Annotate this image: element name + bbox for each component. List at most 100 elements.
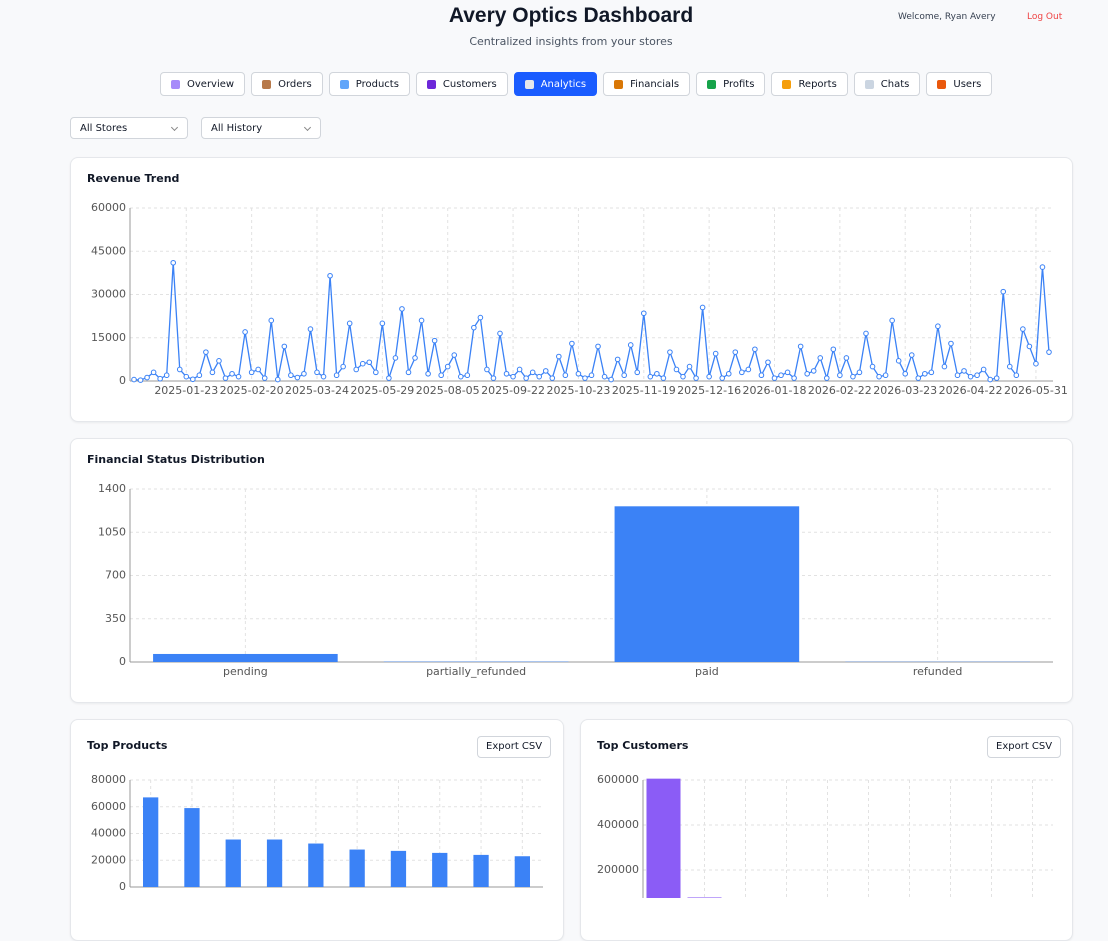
point bbox=[576, 371, 581, 376]
point bbox=[818, 356, 823, 361]
point bbox=[524, 376, 529, 381]
x-tick-label: 2026-02-22 bbox=[808, 384, 872, 397]
point bbox=[282, 344, 287, 349]
point bbox=[622, 373, 627, 378]
point bbox=[210, 370, 215, 375]
point bbox=[674, 367, 679, 372]
point bbox=[328, 273, 333, 278]
y-tick-label: 40000 bbox=[91, 827, 126, 840]
point bbox=[289, 373, 294, 378]
point bbox=[766, 360, 771, 365]
y-tick-label: 200000 bbox=[597, 863, 639, 876]
x-tick-label: 2026-01-18 bbox=[743, 384, 807, 397]
x-tick-label: 2025-09-22 bbox=[481, 384, 545, 397]
point bbox=[1034, 361, 1039, 366]
point bbox=[1040, 265, 1045, 270]
point bbox=[191, 377, 196, 382]
point bbox=[491, 376, 496, 381]
point bbox=[909, 353, 914, 358]
bar bbox=[615, 506, 800, 662]
x-tick-label: 2025-12-16 bbox=[677, 384, 741, 397]
y-tick-label: 30000 bbox=[91, 288, 126, 301]
point bbox=[753, 347, 758, 352]
point bbox=[635, 370, 640, 375]
point bbox=[458, 374, 463, 379]
x-tick-label: 2025-01-23 bbox=[154, 384, 218, 397]
point bbox=[374, 370, 379, 375]
point bbox=[994, 376, 999, 381]
point bbox=[602, 374, 607, 379]
point bbox=[543, 369, 548, 374]
x-tick-label: paid bbox=[695, 665, 719, 678]
point bbox=[811, 369, 816, 374]
x-tick-label: 2025-05-29 bbox=[350, 384, 414, 397]
x-tick-label: pending bbox=[223, 665, 268, 678]
point bbox=[217, 359, 222, 364]
point bbox=[668, 350, 673, 355]
point bbox=[530, 370, 535, 375]
point bbox=[733, 350, 738, 355]
point bbox=[504, 371, 509, 376]
point bbox=[687, 364, 692, 369]
x-tick-label: partially_refunded bbox=[426, 665, 526, 678]
point bbox=[798, 344, 803, 349]
point bbox=[700, 305, 705, 310]
bar bbox=[143, 797, 158, 887]
y-tick-label: 20000 bbox=[91, 853, 126, 866]
point bbox=[315, 370, 320, 375]
point bbox=[445, 364, 450, 369]
point bbox=[949, 341, 954, 346]
point bbox=[844, 356, 849, 361]
point bbox=[681, 374, 686, 379]
bar bbox=[184, 808, 199, 887]
point bbox=[164, 373, 169, 378]
point bbox=[171, 260, 176, 265]
point bbox=[707, 374, 712, 379]
point bbox=[615, 357, 620, 362]
point bbox=[596, 344, 601, 349]
point bbox=[988, 377, 993, 382]
point bbox=[485, 367, 490, 372]
point bbox=[851, 374, 856, 379]
point bbox=[857, 370, 862, 375]
x-tick-label: 2025-10-23 bbox=[546, 384, 610, 397]
bar bbox=[153, 654, 338, 662]
point bbox=[916, 376, 921, 381]
point bbox=[334, 373, 339, 378]
point bbox=[204, 350, 209, 355]
point bbox=[452, 353, 457, 358]
point bbox=[426, 371, 431, 376]
point bbox=[511, 374, 516, 379]
point bbox=[177, 367, 182, 372]
point bbox=[713, 351, 718, 356]
point bbox=[145, 375, 150, 380]
point bbox=[406, 370, 411, 375]
point bbox=[197, 373, 202, 378]
y-tick-label: 350 bbox=[105, 612, 126, 625]
point bbox=[138, 378, 143, 383]
point bbox=[648, 374, 653, 379]
point bbox=[236, 374, 241, 379]
point bbox=[537, 374, 542, 379]
x-tick-label: 2025-08-05 bbox=[416, 384, 480, 397]
x-tick-label: refunded bbox=[913, 665, 963, 678]
bar bbox=[226, 840, 241, 887]
point bbox=[387, 376, 392, 381]
point bbox=[923, 371, 928, 376]
point bbox=[877, 374, 882, 379]
bar bbox=[473, 855, 488, 887]
point bbox=[883, 373, 888, 378]
point bbox=[942, 364, 947, 369]
point bbox=[936, 324, 941, 329]
point bbox=[347, 321, 352, 326]
point bbox=[792, 376, 797, 381]
point bbox=[262, 376, 267, 381]
point bbox=[785, 370, 790, 375]
point bbox=[1007, 364, 1012, 369]
point bbox=[929, 370, 934, 375]
point bbox=[439, 373, 444, 378]
point bbox=[890, 318, 895, 323]
y-tick-label: 0 bbox=[119, 374, 126, 387]
point bbox=[740, 370, 745, 375]
y-tick-label: 60000 bbox=[91, 800, 126, 813]
